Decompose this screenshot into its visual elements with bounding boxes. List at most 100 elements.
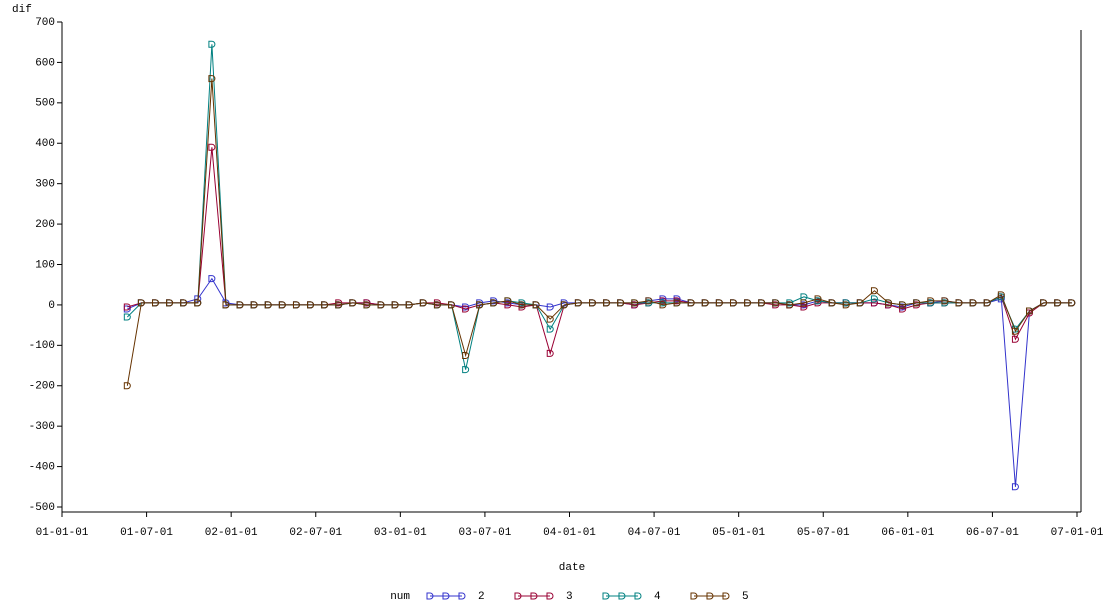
x-tick-label: 04-07-01 (628, 527, 681, 539)
data-point (476, 301, 484, 309)
data-point (955, 299, 963, 307)
data-point (659, 301, 667, 309)
y-tick-label: -500 (29, 502, 55, 514)
y-tick-label: 0 (48, 300, 55, 312)
data-point (504, 297, 512, 305)
data-point (603, 299, 611, 307)
data-point (645, 297, 653, 305)
data-point (1026, 307, 1033, 315)
y-tick-label: 400 (35, 138, 55, 150)
data-point (800, 299, 808, 307)
data-point (729, 299, 737, 307)
legend-label: 5 (742, 591, 749, 603)
data-point (913, 301, 921, 309)
data-point (236, 301, 244, 309)
data-point (504, 301, 512, 309)
legend-marker (602, 592, 610, 600)
data-point (814, 295, 822, 303)
x-tick-label: 02-07-01 (289, 527, 342, 539)
data-point (899, 305, 907, 313)
data-point (772, 301, 780, 309)
data-point (1054, 299, 1062, 307)
data-point (885, 299, 892, 307)
legend-marker (442, 592, 450, 600)
data-point (997, 291, 1005, 299)
legend-marker (514, 592, 522, 600)
data-point (433, 301, 441, 309)
data-point (828, 299, 836, 307)
data-point (546, 315, 554, 323)
legend-marker (546, 592, 554, 600)
data-point (335, 301, 343, 309)
series-line (127, 277, 1072, 487)
legend-label: 2 (478, 591, 485, 603)
data-point (532, 301, 540, 309)
data-point (546, 303, 554, 311)
data-point (786, 301, 794, 309)
data-point (687, 299, 695, 307)
data-point (574, 299, 582, 307)
data-point (842, 301, 850, 309)
data-point (123, 305, 131, 313)
data-point (180, 299, 188, 307)
data-point (1011, 483, 1019, 491)
data-point (701, 299, 709, 307)
data-point (631, 299, 639, 307)
x-tick-label: 01-01-01 (36, 527, 89, 539)
legend-marker (426, 592, 434, 600)
data-point (137, 299, 145, 307)
data-point (250, 301, 258, 309)
data-point (166, 299, 174, 307)
data-point (518, 303, 526, 311)
x-tick-label: 05-01-01 (712, 527, 765, 539)
data-point (377, 301, 385, 309)
x-tick-label: 01-07-01 (120, 527, 173, 539)
data-point (1040, 299, 1048, 307)
data-point (941, 297, 949, 305)
y-tick-label: -300 (29, 421, 55, 433)
data-point (814, 299, 822, 307)
data-point (941, 299, 949, 307)
y-tick-label: 500 (35, 98, 55, 110)
data-point (152, 299, 159, 307)
y-tick-label: 300 (35, 179, 55, 191)
data-point (208, 75, 216, 83)
data-point (419, 299, 427, 307)
data-point (645, 299, 653, 307)
data-point (560, 301, 568, 309)
data-point (1011, 327, 1019, 335)
y-tick-label: -400 (29, 461, 55, 473)
data-point (292, 301, 300, 309)
data-point (1068, 299, 1076, 307)
x-tick-label: 06-01-01 (881, 527, 934, 539)
data-point (870, 295, 878, 303)
y-tick-label: 600 (35, 57, 55, 69)
data-point (885, 301, 892, 309)
y-tick-label: 100 (35, 259, 55, 271)
legend-marker (634, 592, 642, 600)
data-point (448, 301, 455, 309)
data-point (546, 325, 554, 333)
data-point (744, 299, 752, 307)
data-point (969, 299, 977, 307)
series-line (126, 78, 1072, 386)
data-point (1026, 309, 1033, 317)
data-point (631, 301, 639, 309)
data-point (222, 301, 230, 309)
data-point (673, 299, 681, 307)
legend-title: num (390, 591, 410, 603)
series-line (127, 147, 1072, 356)
data-point (208, 143, 216, 151)
data-point (123, 382, 131, 390)
series-line (126, 44, 1072, 370)
data-point (856, 299, 864, 307)
y-tick-label: -100 (29, 340, 55, 352)
data-point (983, 299, 991, 307)
data-point (546, 349, 554, 357)
data-point (870, 299, 878, 307)
x-axis-label: date (559, 562, 585, 574)
data-point (123, 303, 131, 311)
legend-marker (618, 592, 626, 600)
data-point (462, 351, 470, 359)
